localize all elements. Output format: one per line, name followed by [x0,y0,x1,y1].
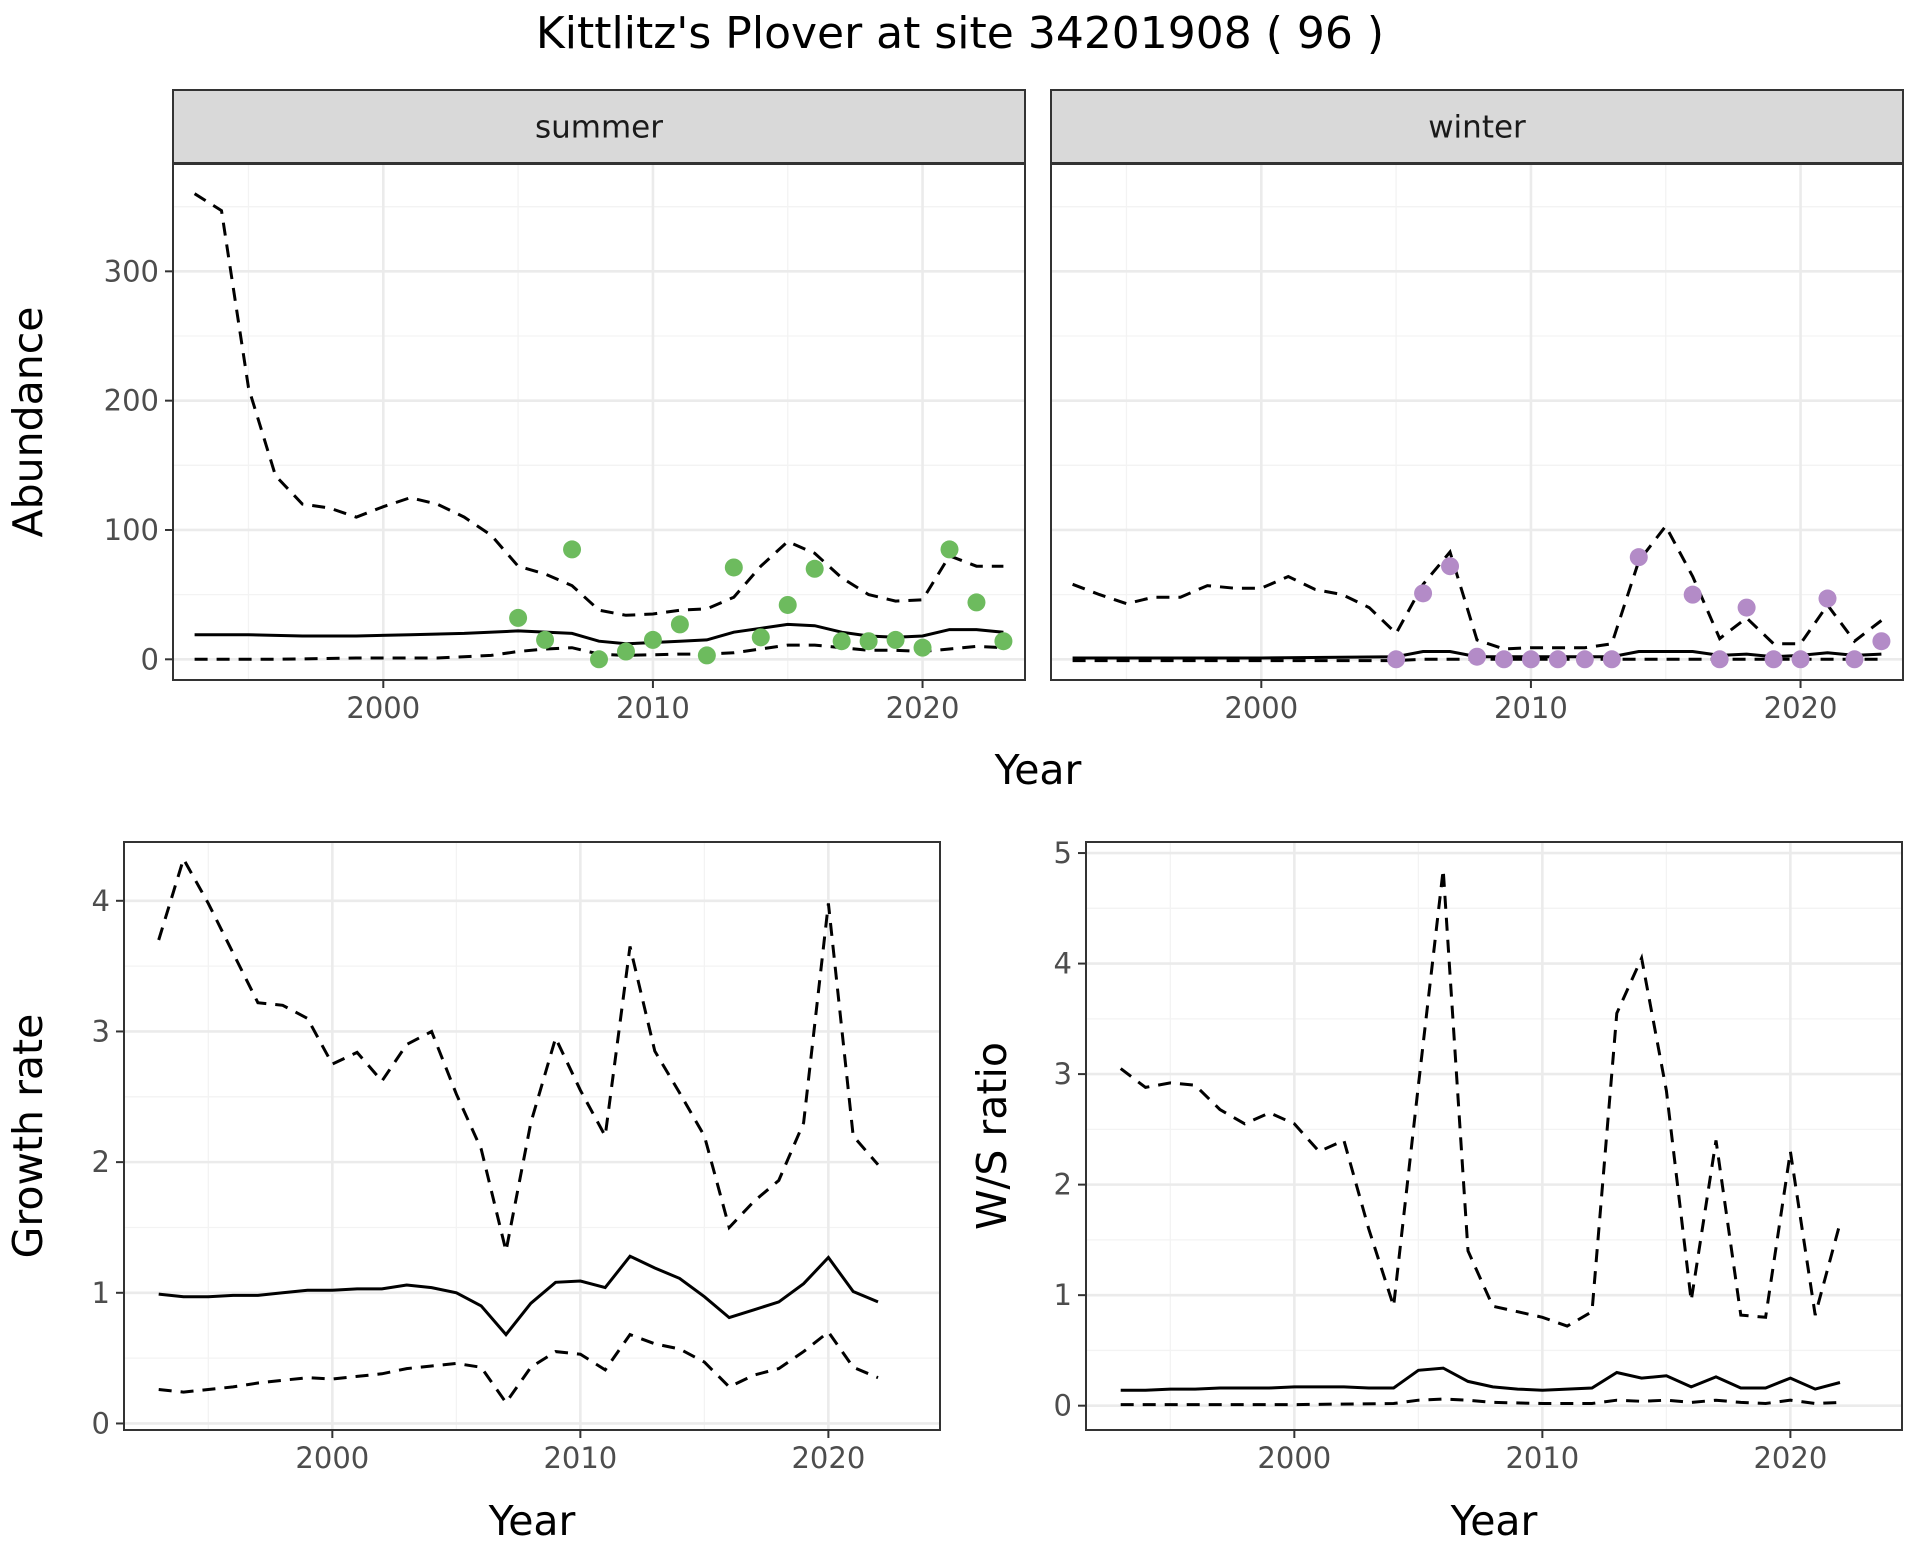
y-tick-label: 1 [1054,1278,1072,1312]
panel-ratio: 2000 2010 2020 0 1 2 3 4 5 Year W/S ratio [968,836,1903,1545]
y-axis-title: W/S ratio [968,1042,1016,1230]
data-point [1845,650,1864,669]
data-point [1575,650,1594,669]
data-point [967,593,986,612]
data-point [1414,584,1433,603]
figure-title: Kittlitz's Plover at site 34201908 ( 96 … [536,8,1384,59]
data-point [1602,650,1621,669]
x-axis-title: Year [488,1497,576,1545]
data-point [724,558,743,577]
series-estimate-line [158,1254,879,1337]
data-point [1387,650,1406,669]
data-point [1494,650,1513,669]
series-estimate-line [1120,1366,1841,1392]
y-axis-title: Growth rate [4,1014,52,1259]
y-tick-label: 0 [92,1406,110,1440]
series-upper-line [157,855,880,1252]
data-point [859,632,878,651]
y-tick-label: 100 [104,513,159,547]
data-point [1737,598,1756,617]
data-point [643,630,662,649]
data-point [1791,650,1810,669]
data-point [697,646,716,665]
series-upper-line [1119,869,1842,1328]
data-point [616,642,635,661]
y-axis-title-top: Abundance [4,307,52,538]
data-point [563,540,582,559]
data-point [940,540,959,559]
series-lower-line [1120,1397,1841,1407]
panel-summer: summer 2000 2010 2020 0 100 200 300 [104,89,1026,725]
data-point [1521,650,1540,669]
x-tick-label: 2000 [346,691,420,725]
y-tick-label: 3 [1054,1057,1072,1091]
data-point [886,630,905,649]
data-point [832,632,851,651]
strip-winter [1050,89,1904,164]
data-point [1710,650,1729,669]
y-tick-label: 4 [92,884,110,918]
data-point [1872,632,1891,651]
strip-label-summer: summer [535,110,663,146]
strip-summer [172,89,1026,164]
data-point [1764,650,1783,669]
series-lower-line [158,1329,879,1406]
y-tick-label: 3 [92,1014,110,1048]
data-point [590,650,608,669]
data-point [994,632,1013,651]
x-tick-label: 2020 [1753,1441,1827,1475]
data-point [1629,548,1648,567]
x-tick-label: 2010 [543,1441,617,1475]
y-tick-label: 1 [92,1276,110,1310]
x-tick-label: 2010 [1505,1441,1579,1475]
y-tick-label: 0 [141,642,159,676]
data-point [1548,650,1567,669]
data-point [1683,585,1702,604]
x-tick-label: 2020 [886,691,960,725]
y-tick-label: 2 [1054,1168,1072,1202]
data-point [1468,647,1486,666]
x-tick-label: 2000 [1224,691,1298,725]
data-point [1441,557,1460,576]
strip-label-winter: winter [1428,110,1526,146]
panel-winter: winter 2000 2010 2020 [1050,89,1904,725]
x-tick-label: 2010 [616,691,690,725]
y-tick-label: 0 [1054,1389,1072,1423]
y-tick-label: 2 [92,1145,110,1179]
series-upper-line [1072,523,1883,651]
x-axis-title-top: Year [994,746,1082,794]
x-tick-label: 2020 [1764,691,1838,725]
data-point [778,595,797,614]
panel-border [1085,841,1903,1431]
data-point [509,608,528,627]
y-tick-label: 200 [104,384,159,418]
data-point [670,615,689,634]
panel-border [123,841,941,1431]
y-tick-label: 300 [104,254,159,288]
y-tick-label: 5 [1054,836,1072,870]
x-tick-label: 2020 [791,1441,865,1475]
x-tick-label: 2010 [1494,691,1568,725]
data-point [751,628,770,647]
x-axis-title: Year [1450,1497,1538,1545]
y-tick-label: 4 [1054,947,1072,981]
series-estimate-line [1072,650,1882,660]
data-point [536,630,555,649]
data-point [805,559,824,578]
x-tick-label: 2000 [295,1441,369,1475]
series-upper-line [193,192,1004,617]
panel-growth: 2000 2010 2020 0 1 2 3 4 Year Growth rate [4,841,941,1545]
data-point [1818,589,1837,608]
data-point [913,638,932,657]
x-tick-label: 2000 [1257,1441,1331,1475]
series-estimate-line [194,622,1004,646]
